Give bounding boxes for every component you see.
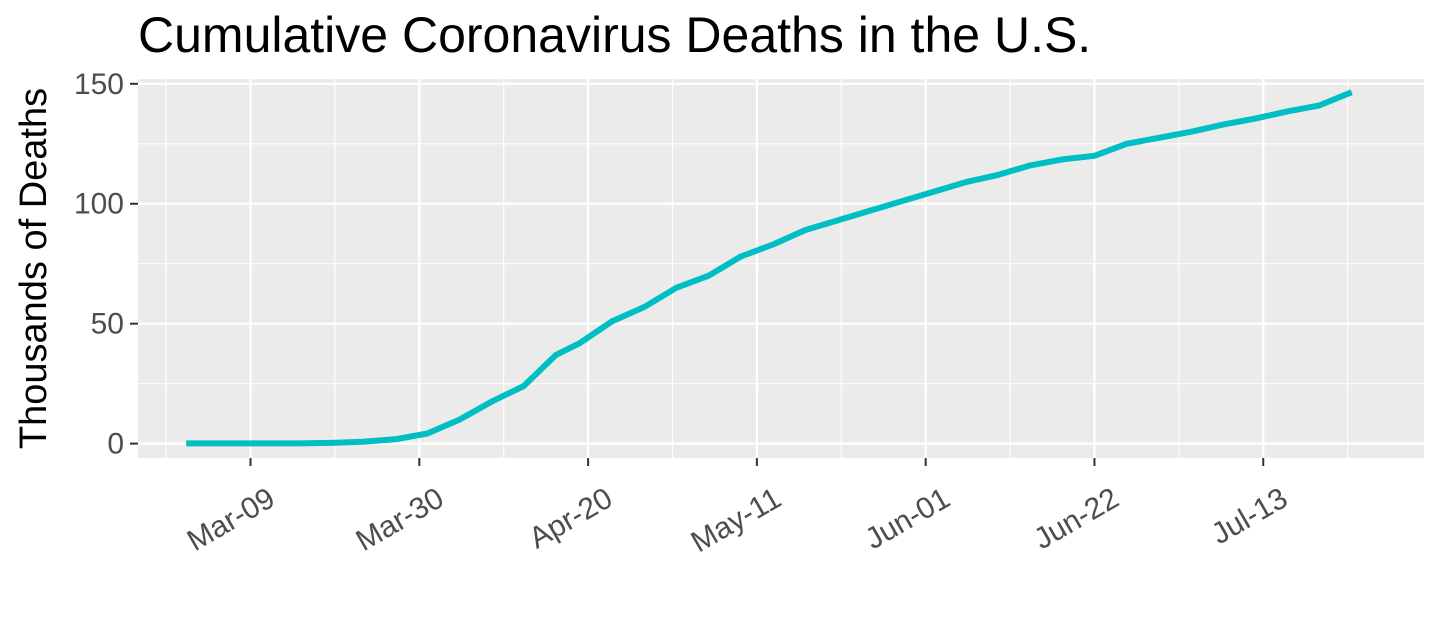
y-axis-title: Thousands of Deaths xyxy=(13,88,55,449)
x-tick-label: Mar-09 xyxy=(182,482,281,558)
chart-title: Cumulative Coronavirus Deaths in the U.S… xyxy=(138,7,1092,63)
plot-panel xyxy=(138,79,1424,458)
x-tick-label: Mar-30 xyxy=(351,482,450,558)
y-tick-label: 150 xyxy=(74,68,124,101)
y-tick-labels: 0 50 100 150 xyxy=(74,68,124,461)
x-tick-label: Apr-20 xyxy=(524,482,618,556)
x-tick-label: Jun-01 xyxy=(860,482,956,556)
minor-gridlines xyxy=(138,79,1424,458)
y-tick-label: 100 xyxy=(74,188,124,221)
y-tick-label: 50 xyxy=(91,308,124,341)
y-tick-label: 0 xyxy=(107,428,124,461)
series-line xyxy=(186,89,1353,447)
major-gridlines xyxy=(138,79,1424,458)
x-tick-label: Jul-13 xyxy=(1206,482,1293,551)
x-tick-labels: Mar-09 Mar-30 Apr-20 May-11 Jun-01 Jun-22 Jul-… xyxy=(182,482,1294,559)
x-tick-label: May-11 xyxy=(686,482,787,559)
series-layer xyxy=(186,89,1353,447)
axis-ticks xyxy=(130,82,1265,466)
x-tick-label: Jun-22 xyxy=(1029,482,1125,556)
